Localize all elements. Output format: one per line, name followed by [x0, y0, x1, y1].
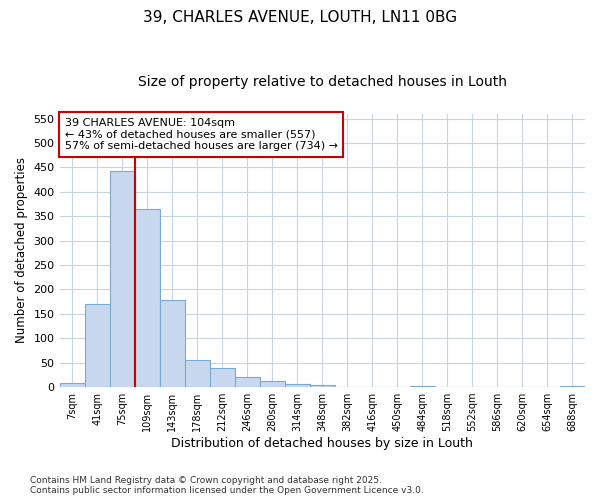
Text: Contains HM Land Registry data © Crown copyright and database right 2025.
Contai: Contains HM Land Registry data © Crown c…	[30, 476, 424, 495]
Y-axis label: Number of detached properties: Number of detached properties	[15, 158, 28, 344]
Text: 39, CHARLES AVENUE, LOUTH, LN11 0BG: 39, CHARLES AVENUE, LOUTH, LN11 0BG	[143, 10, 457, 25]
Bar	[110, 171, 134, 387]
Bar	[235, 378, 260, 387]
Bar	[85, 304, 110, 387]
X-axis label: Distribution of detached houses by size in Louth: Distribution of detached houses by size …	[172, 437, 473, 450]
Bar	[59, 383, 85, 387]
Bar	[185, 360, 209, 387]
Bar	[260, 381, 285, 387]
Bar	[560, 386, 585, 387]
Bar	[310, 385, 335, 387]
Bar	[209, 368, 235, 387]
Bar	[410, 386, 435, 387]
Bar	[134, 209, 160, 387]
Bar	[285, 384, 310, 387]
Bar	[160, 300, 185, 387]
Title: Size of property relative to detached houses in Louth: Size of property relative to detached ho…	[138, 75, 507, 89]
Text: 39 CHARLES AVENUE: 104sqm
← 43% of detached houses are smaller (557)
57% of semi: 39 CHARLES AVENUE: 104sqm ← 43% of detac…	[65, 118, 338, 151]
